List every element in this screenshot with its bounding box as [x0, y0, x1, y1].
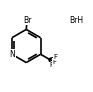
Text: Br: Br: [23, 16, 31, 25]
Text: BrH: BrH: [69, 16, 83, 25]
Text: N: N: [9, 50, 15, 59]
Text: F: F: [53, 54, 57, 60]
Text: F: F: [53, 59, 57, 65]
Text: F: F: [49, 62, 53, 68]
